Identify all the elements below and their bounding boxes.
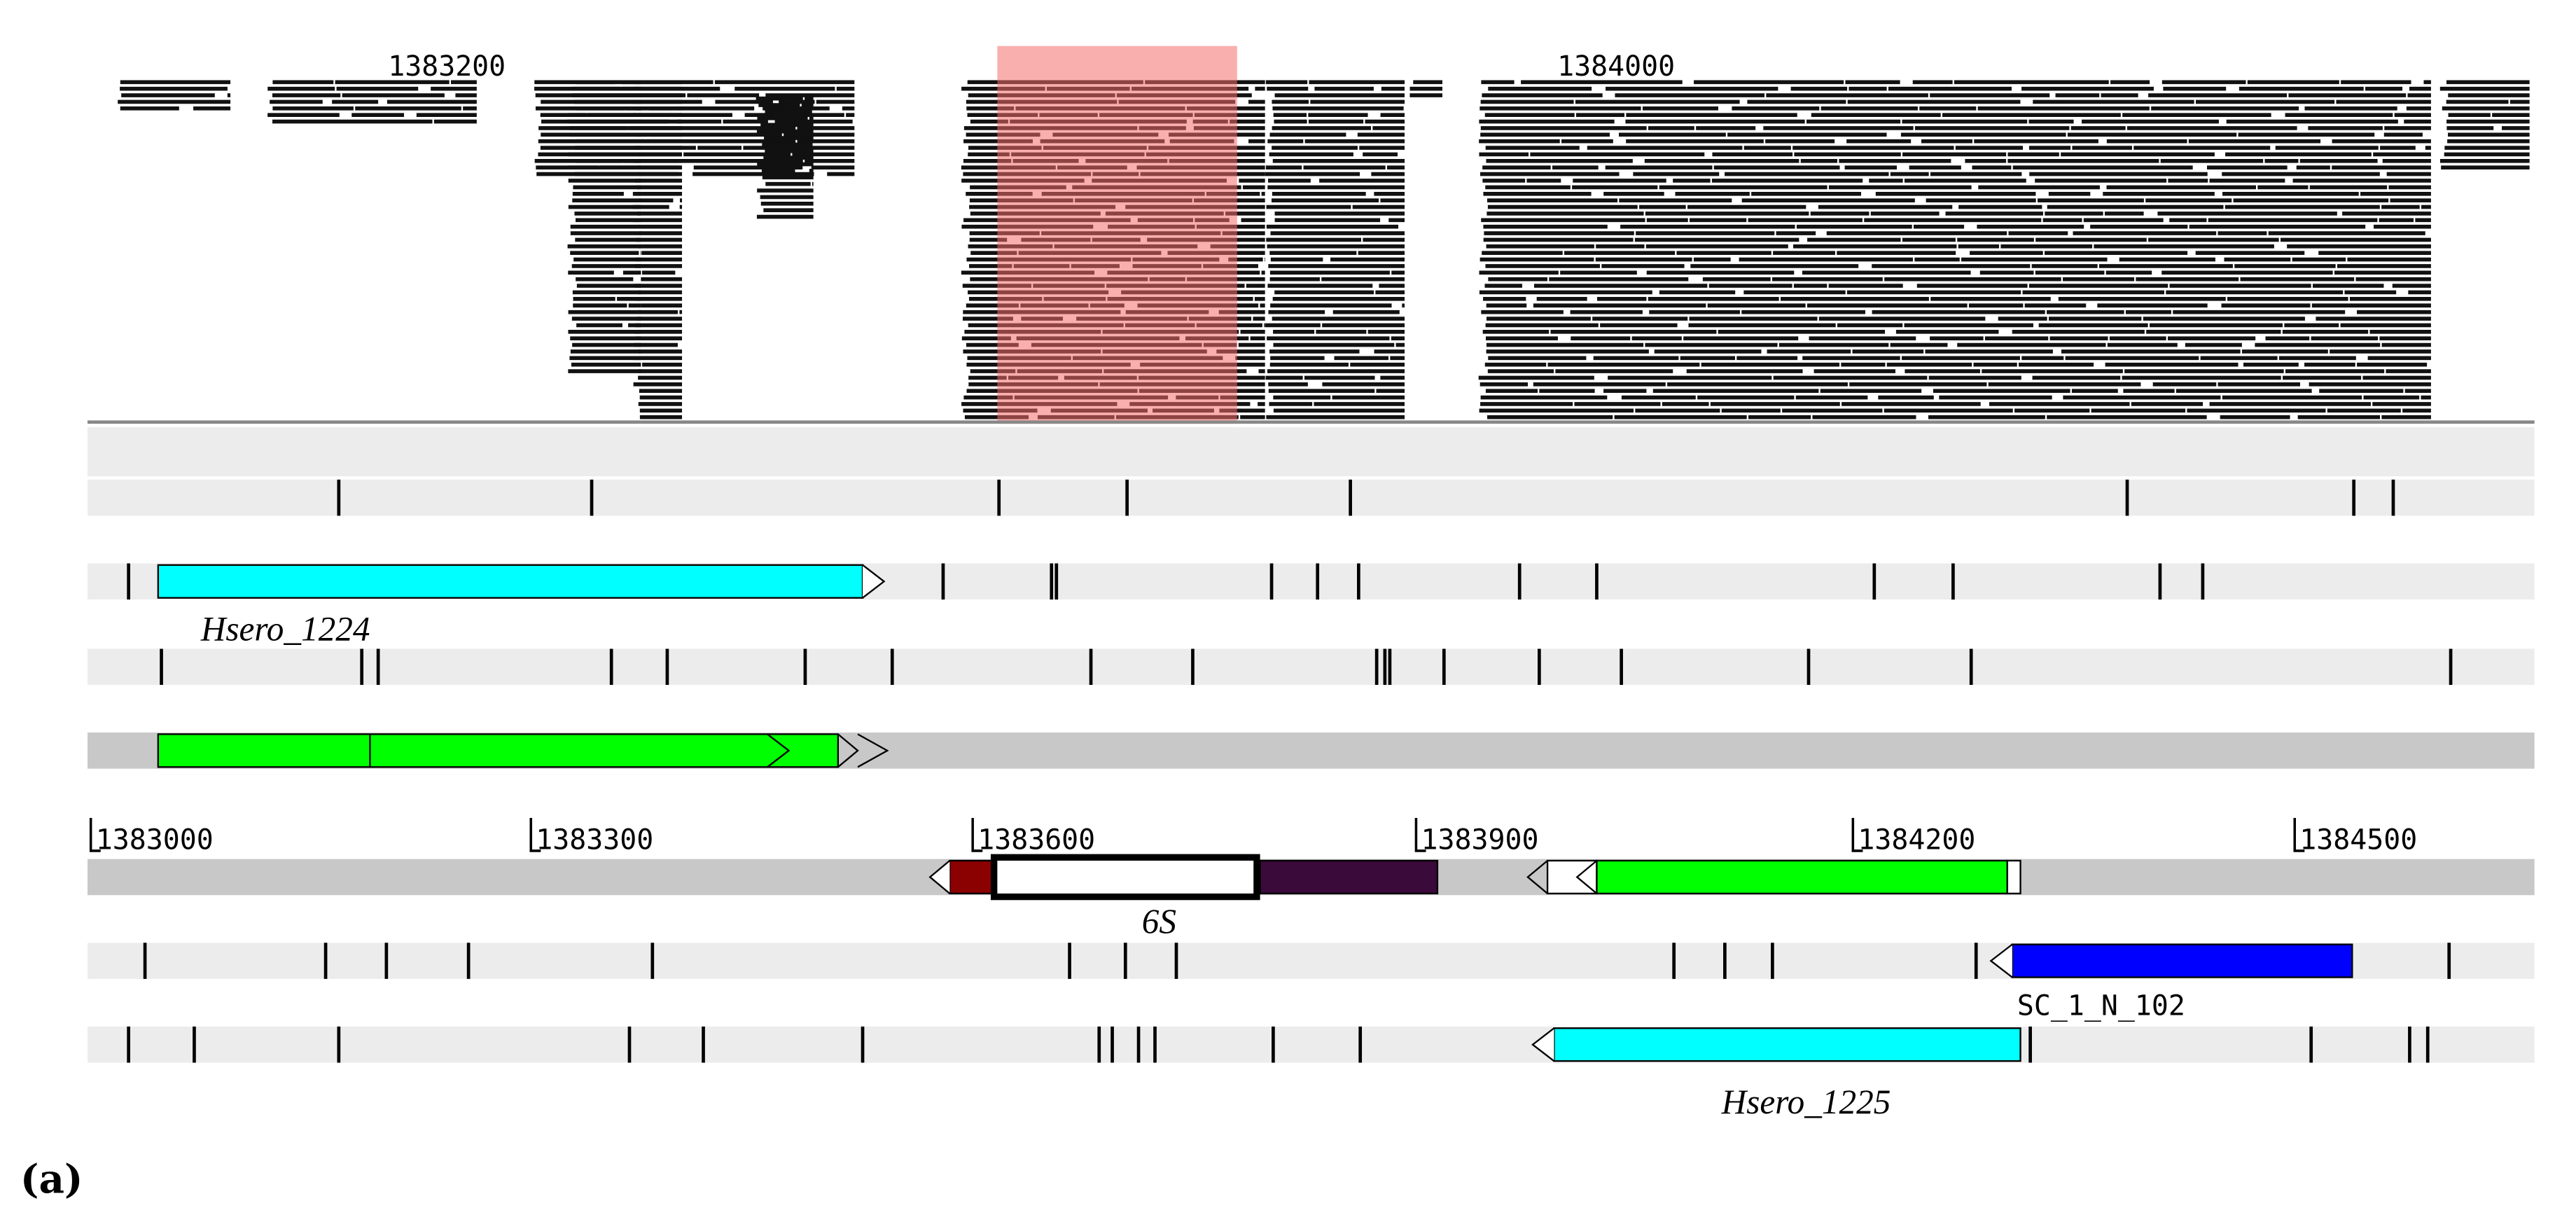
ruler-label: 1383000 [96, 824, 214, 856]
read-stack [118, 80, 2530, 419]
gene-6s[interactable] [990, 854, 1260, 901]
feature-end [2006, 859, 2021, 895]
ruler-tick [971, 818, 983, 852]
feature-arrow [767, 733, 889, 768]
ruler-label: 1383900 [1421, 824, 1538, 856]
feature-block[interactable] [949, 859, 995, 895]
top-ruler-label: 1384000 [1557, 50, 1675, 83]
feature-label: SC_1_N_102 [2017, 990, 2185, 1022]
feature-block[interactable] [1259, 859, 1439, 895]
gene-hsero-1224[interactable] [157, 564, 864, 599]
ruler-label: 1384200 [1858, 824, 1975, 856]
feature-arrow [1989, 943, 2013, 978]
gene-arrow [862, 564, 886, 599]
feature-label: 6S [1142, 902, 1176, 940]
track-band [87, 479, 2535, 516]
ruler-label: 1384500 [2299, 824, 2417, 856]
cds-feature[interactable] [157, 733, 840, 768]
ruler-tick [89, 818, 101, 852]
ruler-tick [1414, 818, 1426, 852]
ruler-label: 1383600 [977, 824, 1095, 856]
feature-arrow [928, 860, 951, 894]
figure-caption: (a) [20, 1156, 83, 1202]
ruler-tick [1851, 818, 1863, 852]
cds-feature[interactable] [1596, 859, 2008, 895]
feature-arrow [1526, 860, 1598, 894]
feature-block[interactable] [1546, 859, 1598, 895]
track-band [87, 1026, 2535, 1063]
ruler-tick [2293, 818, 2305, 852]
feature-sc-1-n-102[interactable] [2011, 943, 2353, 978]
top-ruler-label: 1383200 [388, 50, 506, 83]
ruler-tick [529, 818, 541, 852]
feature-label: Hsero_1224 [200, 610, 370, 648]
feature-label: Hsero_1225 [1721, 1083, 1891, 1121]
gene-arrow [1531, 1027, 1555, 1062]
track-band [87, 426, 2535, 477]
track-band [87, 648, 2535, 686]
ruler-label: 1383300 [536, 824, 653, 856]
selection-highlight [997, 46, 1237, 424]
gene-hsero-1225[interactable] [1553, 1027, 2021, 1062]
